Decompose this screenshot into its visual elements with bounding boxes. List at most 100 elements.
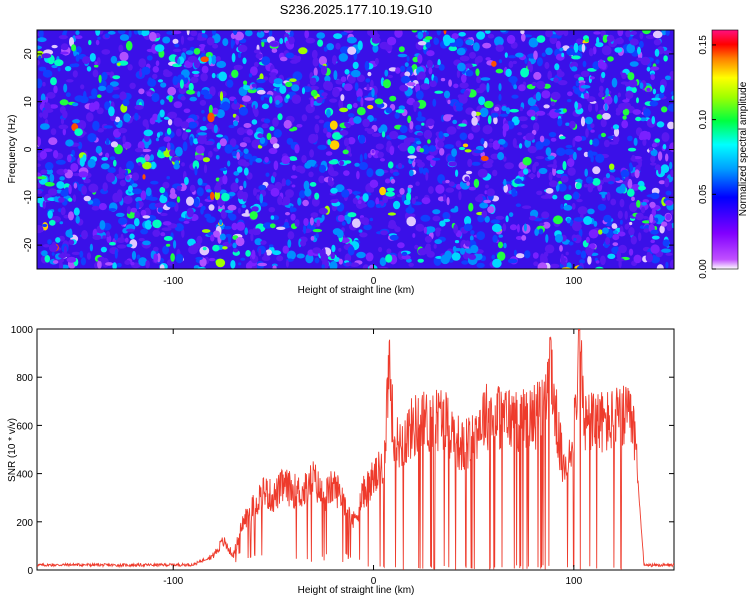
heatmap-speckle: [163, 136, 171, 142]
heatmap-speckle: [133, 30, 139, 35]
heatmap-speckle: [137, 30, 142, 36]
heatmap-speckle: [181, 162, 185, 167]
heatmap-speckle: [134, 147, 144, 153]
heatmap-speckle: [443, 218, 451, 223]
heatmap-speckle: [476, 231, 486, 241]
heatmap-speckle: [415, 90, 424, 100]
heatmap-speckle: [242, 57, 247, 65]
heatmap-speckle: [243, 85, 251, 91]
heatmap-speckle: [82, 154, 87, 163]
heatmap-speckle: [282, 245, 289, 254]
heatmap-speckle: [181, 228, 185, 238]
heatmap-speckle: [112, 262, 117, 269]
heatmap-speckle: [378, 266, 389, 269]
heatmap-speckle: [617, 92, 621, 98]
heatmap-speckle: [562, 160, 567, 171]
heatmap-speckle: [42, 223, 48, 228]
heatmap-speckle: [114, 248, 118, 259]
y-tick-label: 200: [16, 518, 33, 529]
heatmap-speckle: [249, 156, 253, 166]
heatmap-speckle: [394, 112, 400, 119]
heatmap-speckle: [231, 69, 239, 79]
heatmap-speckle: [44, 102, 51, 112]
heatmap-speckle: [160, 212, 168, 217]
heatmap-speckle: [210, 234, 215, 242]
heatmap-speckle: [612, 234, 620, 241]
heatmap-speckle: [563, 263, 567, 268]
heatmap-speckle: [425, 243, 431, 249]
heatmap-speckle: [568, 241, 574, 246]
heatmap-speckle: [72, 119, 81, 124]
heatmap-speckle: [571, 55, 581, 60]
heatmap-speckle: [473, 178, 480, 188]
heatmap-speckle: [97, 94, 102, 98]
heatmap-speckle: [648, 147, 654, 151]
heatmap-speckle: [308, 171, 314, 178]
heatmap-speckle: [332, 228, 342, 236]
heatmap-speckle: [290, 175, 298, 179]
heatmap-speckle: [188, 121, 198, 129]
heatmap-speckle: [132, 188, 143, 195]
heatmap-speckle: [358, 134, 366, 144]
heatmap-speckle: [303, 180, 310, 191]
heatmap-speckle: [642, 138, 647, 146]
heatmap-speckle: [409, 120, 414, 130]
heatmap-speckle: [224, 144, 233, 154]
heatmap-speckle: [129, 239, 138, 249]
heatmap-speckle: [216, 60, 227, 68]
heatmap-speckle: [499, 146, 504, 150]
heatmap-speckle: [429, 80, 437, 88]
heatmap-speckle: [256, 194, 260, 201]
heatmap-speckle: [375, 204, 382, 208]
heatmap-speckle: [467, 133, 474, 140]
heatmap-speckle: [601, 191, 606, 199]
heatmap-speckle: [411, 197, 416, 204]
heatmap-speckle: [245, 250, 251, 257]
heatmap-speckle: [116, 193, 123, 202]
heatmap-speckle: [190, 30, 198, 37]
heatmap-speckle: [490, 153, 500, 160]
heatmap-speckle: [492, 258, 502, 268]
heatmap-speckle: [401, 254, 411, 260]
heatmap-speckle: [175, 128, 182, 137]
heatmap-speckle: [208, 104, 213, 115]
heatmap-speckle: [195, 256, 203, 261]
heatmap-speckle: [467, 158, 473, 168]
heatmap-speckle: [593, 31, 601, 35]
heatmap-speckle: [659, 225, 665, 234]
heatmap-speckle: [122, 135, 126, 145]
heatmap-speckle: [291, 84, 300, 92]
heatmap-speckle: [653, 39, 662, 46]
heatmap-speckle: [459, 132, 468, 141]
heatmap-speckle: [87, 199, 94, 205]
heatmap-speckle: [93, 101, 100, 110]
heatmap-speckle: [548, 180, 558, 188]
heatmap-speckle: [571, 66, 578, 72]
heatmap-speckle: [354, 82, 359, 91]
heatmap-speckle: [120, 233, 124, 242]
heatmap-speckle: [384, 178, 391, 184]
heatmap-speckle: [656, 264, 664, 269]
heatmap-speckle: [112, 94, 121, 99]
heatmap-speckle: [176, 196, 181, 203]
heatmap-speckle: [58, 35, 68, 40]
heatmap-speckle: [491, 60, 497, 67]
heatmap-speckle: [42, 81, 46, 87]
heatmap-speckle: [142, 161, 152, 170]
heatmap-speckle: [347, 245, 355, 256]
heatmap-speckle: [289, 78, 297, 82]
heatmap-speckle: [527, 60, 532, 70]
heatmap-speckle: [300, 239, 307, 247]
heatmap-speckle: [37, 45, 42, 50]
heatmap-speckle: [669, 71, 674, 79]
heatmap-speckle: [663, 55, 668, 62]
heatmap-speckle: [477, 168, 488, 178]
heatmap-speckle: [193, 48, 201, 55]
heatmap-speckle: [434, 239, 443, 245]
heatmap-speckle: [145, 122, 149, 130]
heatmap-speckle: [439, 220, 446, 227]
heatmap-speckle: [174, 43, 180, 48]
heatmap-speckle: [287, 239, 292, 248]
heatmap-speckle: [279, 85, 287, 94]
heatmap-speckle: [222, 38, 229, 47]
